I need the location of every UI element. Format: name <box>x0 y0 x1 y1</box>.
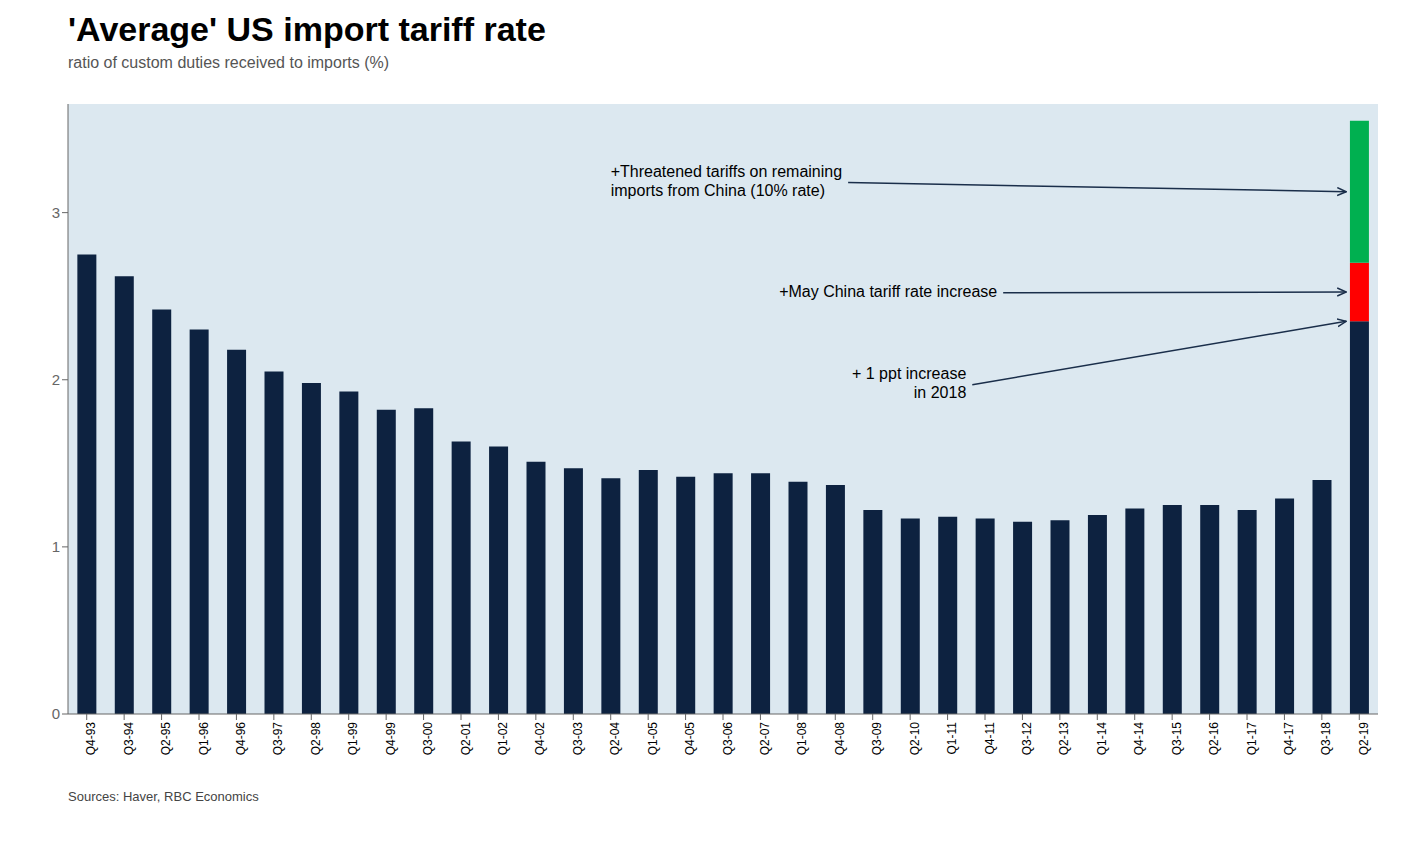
svg-text:Q1-05: Q1-05 <box>646 722 660 756</box>
svg-text:+ 1 ppt increasein 2018: + 1 ppt increasein 2018 <box>852 365 966 401</box>
svg-text:Q1-11: Q1-11 <box>945 722 959 755</box>
svg-text:+Threatened tariffs on remaini: +Threatened tariffs on remainingimports … <box>611 163 842 199</box>
svg-text:Q4-99: Q4-99 <box>384 722 398 756</box>
svg-text:Q3-97: Q3-97 <box>271 722 285 756</box>
svg-text:2: 2 <box>52 371 60 388</box>
svg-text:Q3-06: Q3-06 <box>721 722 735 756</box>
svg-text:Q3-94: Q3-94 <box>122 722 136 756</box>
svg-text:Q3-12: Q3-12 <box>1020 722 1034 756</box>
svg-text:Q2-01: Q2-01 <box>459 722 473 756</box>
svg-text:Q2-19: Q2-19 <box>1357 722 1371 756</box>
svg-text:Q2-16: Q2-16 <box>1207 722 1221 756</box>
svg-text:Q4-05: Q4-05 <box>683 722 697 756</box>
svg-text:Q2-98: Q2-98 <box>309 722 323 756</box>
svg-text:Q1-96: Q1-96 <box>197 722 211 756</box>
svg-text:Q4-96: Q4-96 <box>234 722 248 756</box>
svg-text:Q4-08: Q4-08 <box>833 722 847 756</box>
svg-text:Q1-99: Q1-99 <box>346 722 360 756</box>
svg-text:Q1-02: Q1-02 <box>496 722 510 756</box>
svg-text:Q1-08: Q1-08 <box>795 722 809 756</box>
svg-text:Q2-04: Q2-04 <box>608 722 622 756</box>
svg-text:Q4-93: Q4-93 <box>84 722 98 756</box>
svg-text:Q2-95: Q2-95 <box>159 722 173 756</box>
svg-text:Q4-14: Q4-14 <box>1132 722 1146 756</box>
html-text:'Average' US import tariff rat: 'Average' US import tariff rate <box>68 10 546 48</box>
svg-text:Q2-10: Q2-10 <box>908 722 922 756</box>
svg-text:Q2-13: Q2-13 <box>1057 722 1071 756</box>
svg-text:Q1-14: Q1-14 <box>1095 722 1109 756</box>
svg-text:Q4-11: Q4-11 <box>983 722 997 755</box>
svg-text:Q4-02: Q4-02 <box>533 722 547 756</box>
svg-text:Q1-17: Q1-17 <box>1245 722 1259 756</box>
svg-text:Q3-00: Q3-00 <box>421 722 435 756</box>
svg-text:+May China tariff rate increas: +May China tariff rate increase <box>779 283 997 300</box>
svg-text:Q3-15: Q3-15 <box>1170 722 1184 756</box>
svg-text:0: 0 <box>52 705 60 722</box>
svg-text:Q3-03: Q3-03 <box>571 722 585 756</box>
svg-text:Q4-17: Q4-17 <box>1282 722 1296 756</box>
svg-text:3: 3 <box>52 204 60 221</box>
svg-text:Q3-18: Q3-18 <box>1319 722 1333 756</box>
svg-text:Q2-07: Q2-07 <box>758 722 772 756</box>
html-text:ratio of custom duties receive: ratio of custom duties received to impor… <box>68 54 389 71</box>
svg-text:1: 1 <box>52 538 60 555</box>
svg-text:Q3-09: Q3-09 <box>870 722 884 756</box>
html-text:Sources: Haver, RBC Economics: Sources: Haver, RBC Economics <box>68 789 259 804</box>
